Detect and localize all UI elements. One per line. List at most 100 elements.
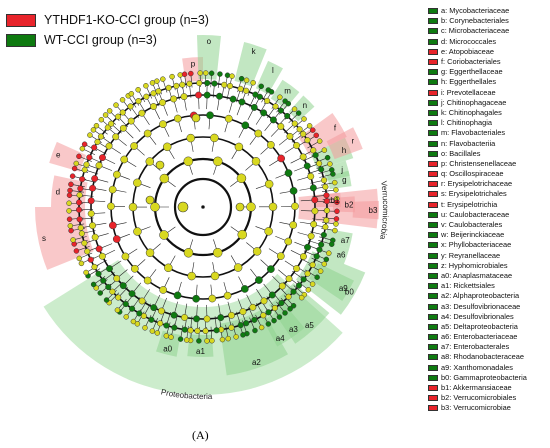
taxon-label: h: Eggerthellales [441,77,497,87]
taxon-legend-item-q: q: Oscillospiraceae [428,169,548,179]
inner-node [145,195,155,205]
sector-label-m: m [284,87,291,96]
taxon-node [143,129,152,138]
taxon-node [299,153,307,161]
taxon-label: o: Bacillales [441,148,481,158]
taxon-node [240,285,249,293]
taxon-node [143,83,149,89]
taxon-node [250,79,256,86]
taxon-legend-item-a7: a7: Enterobacterales [428,342,548,352]
taxon-label: r: Erysipelotrichaceae [441,179,513,189]
taxon-node [260,312,267,319]
taxon-swatch [428,140,438,147]
taxon-node [195,91,202,99]
taxon-node [285,293,292,300]
taxon-node [221,81,228,88]
taxon-swatch [428,252,438,259]
taxon-node [267,141,275,149]
taxon-node [102,112,109,118]
taxon-legend-item-i: i: Prevotellaceae [428,88,548,98]
taxon-node [293,265,301,272]
taxon-legend-item-z: z: Hyphomicrobiales [428,261,548,271]
taxon-node [113,170,121,179]
taxon-node [181,71,188,78]
taxon-swatch [428,364,438,371]
taxon-node [260,297,268,305]
taxon-node [105,283,112,291]
taxon-swatch [428,334,438,341]
taxon-node [276,252,285,260]
taxon-node [217,71,223,77]
taxon-node [150,202,160,212]
taxon-node [285,100,292,107]
taxon-node [159,173,170,184]
sector-label-h: h [342,146,346,155]
taxon-label: a0: Anaplasmataceae [441,270,513,280]
taxon-node [285,275,293,283]
taxon-node [264,97,271,104]
taxon-node [179,81,186,88]
taxon-node [76,191,83,199]
sector-label-o: o [207,37,212,46]
taxon-node [240,332,246,338]
taxon-node [323,256,330,263]
taxon-node [310,127,316,133]
taxon-node [264,227,273,236]
taxon-node [180,93,188,101]
sector-label-b1: b1 [330,196,339,205]
taxon-node [173,114,182,123]
taxon-node [170,95,178,103]
taxon-node [321,147,328,153]
taxon-node [290,303,297,309]
taxon-node [239,308,247,316]
taxon-legend-item-y: y: Reyranellaceae [428,251,548,261]
taxon-node [307,172,315,180]
taxon-node [76,153,82,160]
taxon-node [271,317,277,324]
taxon-node [76,255,83,262]
taxon-node [333,221,339,227]
taxon-legend-item-j: j: Chitinophagaceae [428,98,548,108]
taxon-node [164,263,173,273]
taxon-swatch [428,99,438,106]
taxon-swatch [428,8,438,15]
sector-label-b3: b3 [369,206,378,215]
inner-node [201,205,205,209]
taxon-legend-item-b2: b2: Verrucomicrobiales [428,393,548,403]
taxon-node [234,142,244,152]
taxon-node [286,132,294,140]
clade-label-verrucomicrobia: Verrucomicrobia [378,180,390,240]
taxon-node [268,202,278,212]
taxon-node [237,322,244,329]
taxon-node [237,85,244,92]
taxon-swatch [428,89,438,96]
taxon-node [289,221,298,229]
taxon-node [271,304,278,312]
taxon-node [202,327,209,335]
taxon-node [159,286,168,294]
taxon-node [81,141,88,147]
taxon-node [276,314,283,320]
sector-o [196,35,221,80]
taxon-node [258,83,265,90]
taxon-node [66,192,73,199]
taxon-legend-item-p: p: Christensenellaceae [428,159,548,169]
taxon-node [122,301,129,308]
taxon-legend-item-a2: a2: Alphaproteobacteria [428,291,548,301]
taxon-node [154,330,161,336]
taxon-node [313,132,319,139]
taxon-node [95,270,102,277]
taxon-node [269,116,277,124]
taxon-node [196,338,202,344]
taxon-label: l: Chitinophagia [441,118,492,128]
taxon-node [113,102,119,108]
taxon-node [238,75,245,82]
taxon-node [317,268,324,274]
taxon-node [209,337,215,344]
taxon-node [206,111,214,120]
taxon-node [321,261,328,267]
taxon-node [303,162,311,170]
taxon-node [129,305,136,312]
taxon-node [76,216,83,223]
taxon-node [114,307,121,313]
